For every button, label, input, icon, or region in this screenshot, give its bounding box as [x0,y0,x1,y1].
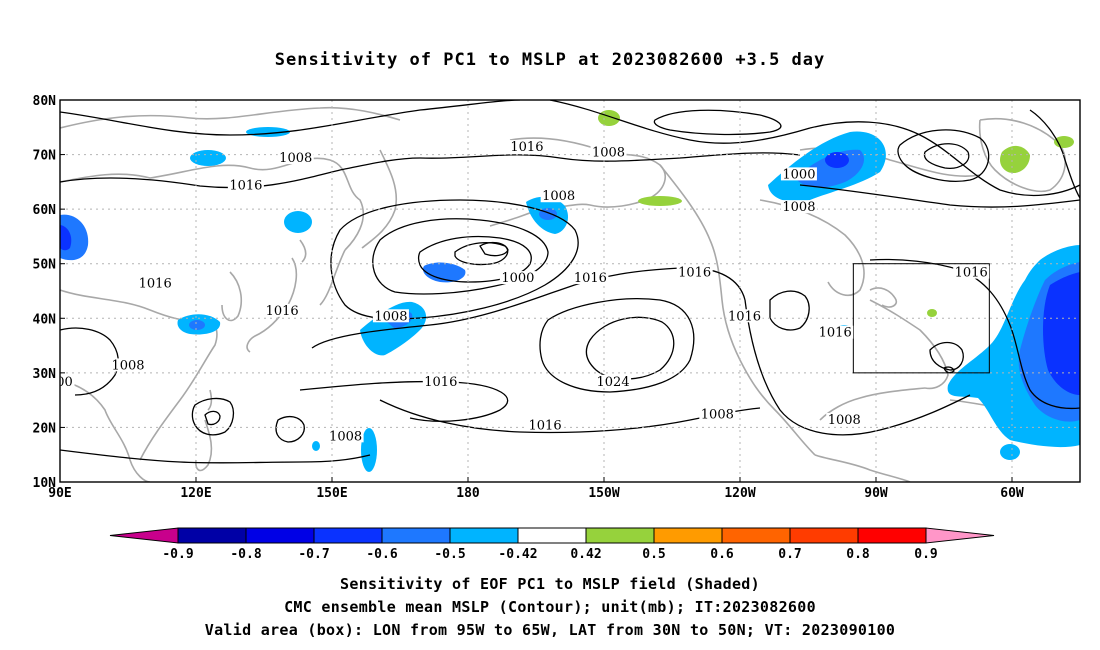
colorbar-bin [653,527,723,544]
colorbar-label: -0.6 [366,547,397,562]
colorbar-bin [313,527,383,544]
lat-label: 80N [33,94,57,109]
lon-label: 150W [588,486,619,501]
contour-label: 1016 [266,304,299,319]
contour-label: 1008 [329,429,362,444]
lat-label: 40N [33,312,57,327]
lon-label: 90E [48,486,71,501]
colorbar-bin [517,527,587,544]
lon-label: 90W [864,486,888,501]
colorbar-triangle-max [925,527,995,544]
colorbar-label: 0.7 [778,547,801,562]
contour-label: 1008 [111,358,144,373]
contour-label: 1016 [229,178,262,193]
contour-label: 1024 [597,375,630,390]
lon-label: 180 [456,486,480,501]
sensitivity-shading [60,110,1080,472]
contour-label: 1016 [574,271,607,286]
colorbar-bin [789,527,859,544]
map-area [60,100,1080,482]
colorbar-label: -0.5 [434,547,465,562]
colorbar-bin [449,527,519,544]
contour-label: 1008 [701,408,734,423]
lat-label: 30N [33,367,57,382]
colorbar-label: 0.5 [642,547,665,562]
contour-label: 1016 [955,266,988,281]
contour-label: 1016 [529,418,562,433]
plot-title: Sensitivity of PC1 to MSLP at 2023082600… [274,50,826,70]
mslp-contours [60,100,1080,464]
contour-label: 1000 [501,271,534,286]
lat-label: 10N [33,476,57,491]
colorbar-bin [585,527,655,544]
lon-label: 60W [1000,486,1024,501]
contour-label: 1016 [678,266,711,281]
lat-label: 20N [33,421,57,436]
contour-label: 1000 [782,167,815,182]
latitude-labels: 80N 70N 60N 50N 40N 30N 20N 10N [33,94,65,491]
contour-label: 1016 [819,326,852,341]
contour-label: 1016 [510,140,543,155]
contour-label: 1016 [424,375,457,390]
lon-label: 150E [316,486,347,501]
contour-label: 1016 [728,309,761,324]
lat-label: 70N [33,149,57,164]
contour-label: 1008 [782,200,815,215]
grid-lines [60,100,1080,482]
colorbar-label: -0.9 [162,547,193,562]
colorbar-bin [245,527,315,544]
colorbar-label: -0.42 [498,547,537,562]
caption-line-2: CMC ensemble mean MSLP (Contour); unit(m… [284,598,816,616]
colorbar-label: 0.8 [846,547,870,562]
caption-line-1: Sensitivity of EOF PC1 to MSLP field (Sh… [340,575,760,593]
colorbar-label: -0.7 [298,547,329,562]
contour-label: 1008 [542,189,575,204]
lon-label: 120E [180,486,211,501]
colorbar-triangle-min [109,527,179,544]
caption-line-3: Valid area (box): LON from 95W to 65W, L… [204,621,896,639]
colorbar-label: 0.42 [570,547,601,562]
colorbar-labels: -0.9 -0.8 -0.7 -0.6 -0.5 -0.42 0.42 0.5 0.6 0.7 0.… [162,547,937,562]
colorbar-bin [177,527,247,544]
colorbar-label: -0.8 [230,547,261,562]
lat-label: 50N [33,258,57,273]
contour-label: 1008 [828,413,861,428]
valid-area-box [852,263,990,374]
lon-label: 120W [724,486,755,501]
coastlines [60,106,1066,482]
contour-label: 1008 [279,151,312,166]
contour-label: 00 [56,375,73,390]
contour-label: 1008 [374,309,407,324]
longitude-labels: 90E 120E 150E 180 150W 120W 90W 60W [48,477,1024,501]
map-frame [59,99,1081,483]
colorbar-bin [381,527,451,544]
colorbar [109,527,995,544]
contour-label: 1008 [592,146,625,161]
lat-label: 60N [33,203,57,218]
colorbar-bin [721,527,791,544]
contour-label: 1016 [139,277,172,292]
colorbar-label: 0.9 [914,547,937,562]
colorbar-bin [857,527,927,544]
colorbar-label: 0.6 [710,547,734,562]
contour-labels: 1008 1016 1016 1008 1000 1008 1008 1000 1016 1016… [56,140,990,444]
